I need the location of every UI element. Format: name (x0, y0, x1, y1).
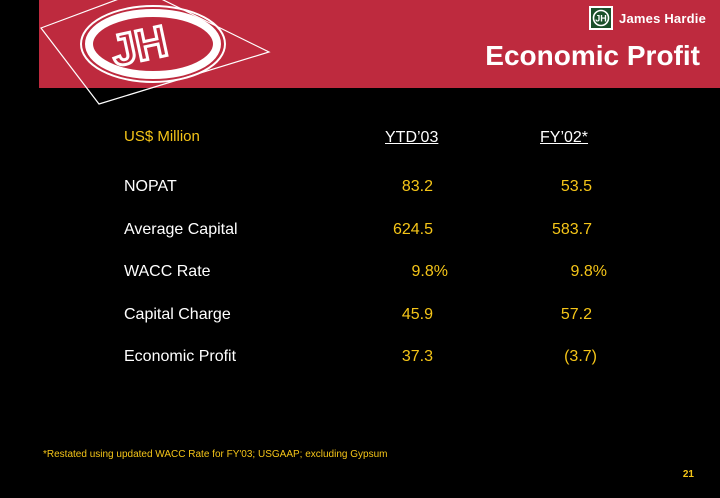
column-header-fy02: FY’02* (540, 129, 589, 146)
fy02-value: (3.7) (564, 348, 597, 365)
fy02-value: 53.5 (560, 178, 592, 195)
row-label: WACC Rate (124, 263, 211, 280)
ytd03-value: 9.8% (411, 263, 448, 280)
row-label: Average Capital (124, 221, 238, 238)
header-banner: JH JH James Hardie Economic Profit (39, 0, 720, 105)
brand-logo: JH James Hardie (589, 6, 706, 30)
page-title: Economic Profit (485, 40, 700, 71)
brand-name: James Hardie (619, 10, 706, 26)
ytd03-value: 624.5 (392, 221, 433, 238)
fy02-value: 583.7 (551, 221, 592, 238)
ytd03-value: 83.2 (401, 178, 433, 195)
row-label: NOPAT (124, 178, 177, 195)
footnote: *Restated using updated WACC Rate for FY… (43, 449, 388, 460)
row-label: Economic Profit (124, 348, 237, 365)
svg-text:JH: JH (107, 17, 172, 77)
column-header-ytd03: YTD’03 (385, 129, 439, 146)
ytd03-value: 45.9 (401, 306, 433, 323)
fy02-value: 9.8% (570, 263, 607, 280)
jh-logo-watermark-icon: JH (40, 0, 271, 105)
jh-logo-icon: JH (589, 6, 614, 30)
page-number: 21 (682, 469, 694, 480)
fy02-value: 57.2 (560, 306, 592, 323)
unit-label: US$ Million (124, 128, 200, 145)
ytd03-value: 37.3 (401, 348, 433, 365)
svg-text:JH: JH (595, 14, 607, 24)
row-label: Capital Charge (124, 306, 231, 323)
